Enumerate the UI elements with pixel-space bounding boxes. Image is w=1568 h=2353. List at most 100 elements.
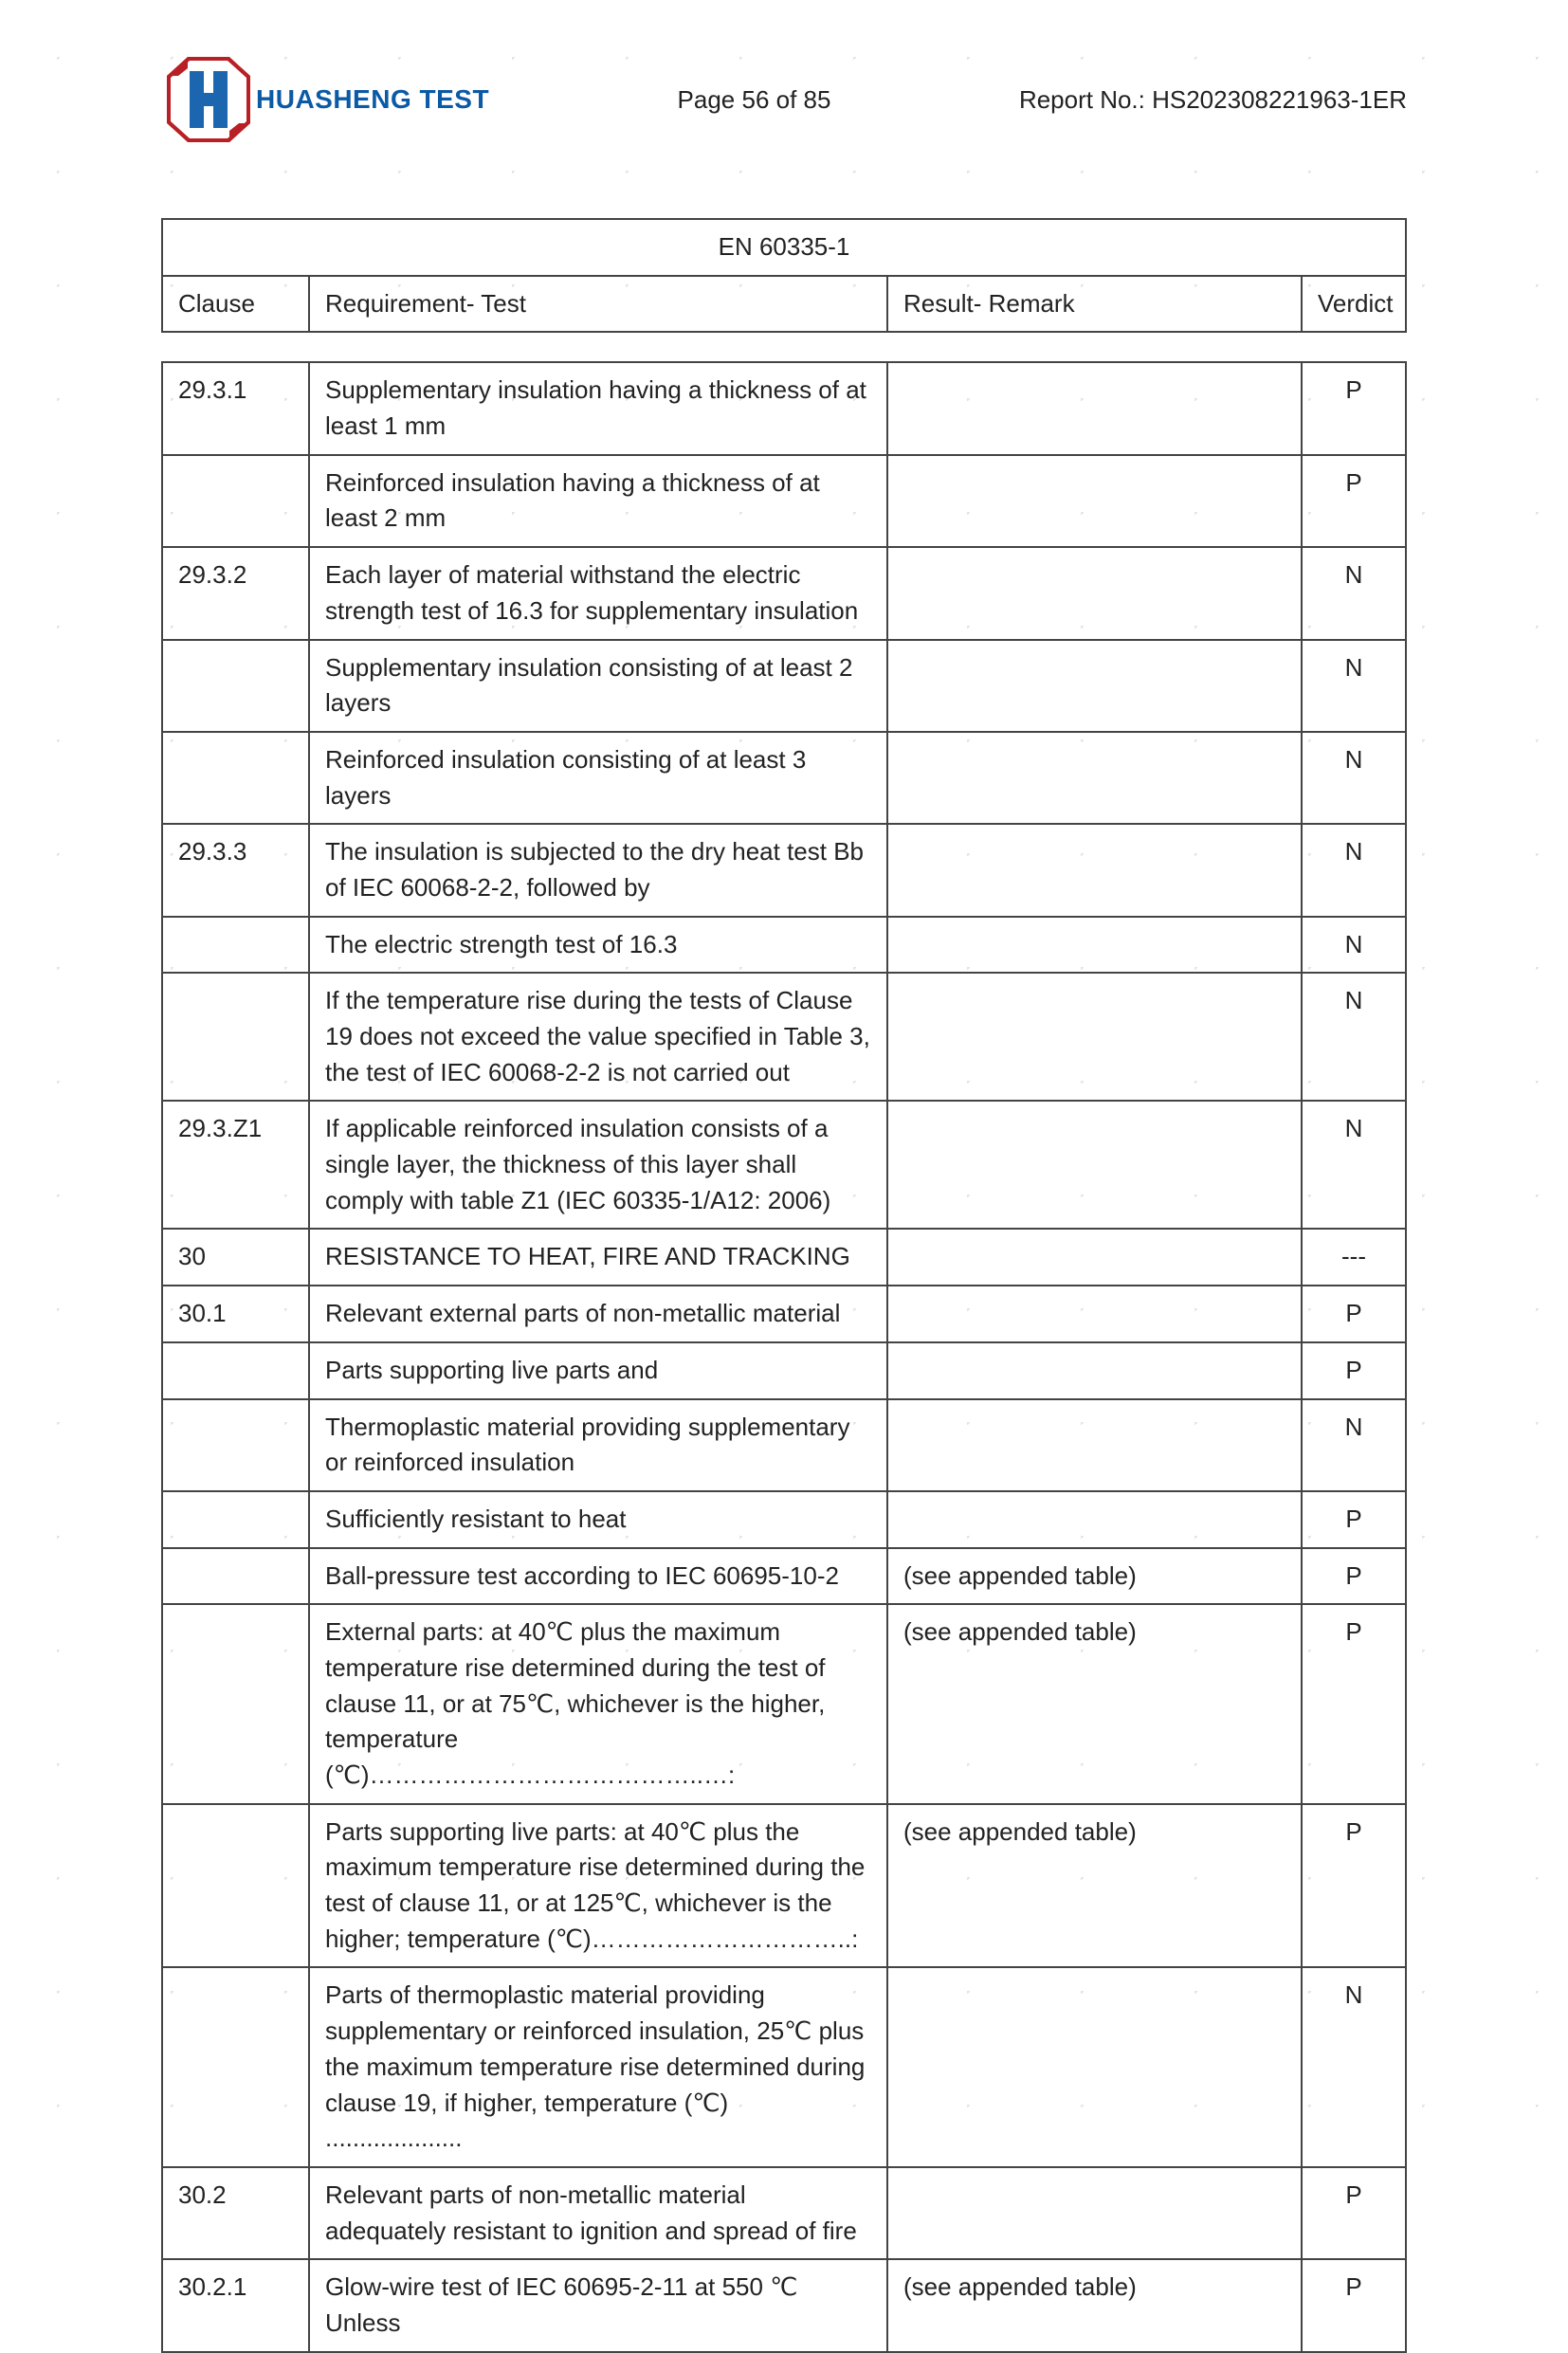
clause-cell: 30.2.1 bbox=[162, 2259, 309, 2351]
result-cell bbox=[887, 455, 1302, 547]
table-row: 29.3.3The insulation is subjected to the… bbox=[162, 824, 1406, 916]
requirement-cell: If the temperature rise during the tests… bbox=[309, 973, 887, 1101]
clause-cell: 30.2 bbox=[162, 2167, 309, 2259]
clause-cell bbox=[162, 917, 309, 974]
verdict-cell: N bbox=[1302, 917, 1406, 974]
table-row: Sufficiently resistant to heat P bbox=[162, 1491, 1406, 1548]
requirement-cell: Supplementary insulation having a thickn… bbox=[309, 362, 887, 454]
verdict-cell: P bbox=[1302, 1286, 1406, 1342]
requirement-cell: Parts supporting live parts and bbox=[309, 1342, 887, 1399]
table-row: EN 60335-1 bbox=[162, 219, 1406, 276]
page-header: HUASHENG TEST Page 56 of 85 Report No.: … bbox=[161, 57, 1407, 142]
requirement-cell: Each layer of material withstand the ele… bbox=[309, 547, 887, 639]
table-row: 30.1Relevant external parts of non-metal… bbox=[162, 1286, 1406, 1342]
col-header-clause: Clause bbox=[162, 276, 309, 333]
page-number: Page 56 of 85 bbox=[678, 85, 831, 115]
result-cell bbox=[887, 973, 1302, 1101]
result-cell bbox=[887, 1491, 1302, 1548]
logo-area: HUASHENG TEST bbox=[161, 57, 489, 142]
table-row: 30.2Relevant parts of non-metallic mater… bbox=[162, 2167, 1406, 2259]
requirement-cell: RESISTANCE TO HEAT, FIRE AND TRACKING bbox=[309, 1229, 887, 1286]
verdict-cell: P bbox=[1302, 2167, 1406, 2259]
verdict-cell: P bbox=[1302, 362, 1406, 454]
table-row: External parts: at 40℃ plus the maximum … bbox=[162, 1604, 1406, 1803]
table-row: Reinforced insulation having a thickness… bbox=[162, 455, 1406, 547]
clause-cell bbox=[162, 455, 309, 547]
table-row: 29.3.Z1If applicable reinforced insulati… bbox=[162, 1101, 1406, 1229]
verdict-cell: --- bbox=[1302, 1229, 1406, 1286]
result-cell bbox=[887, 547, 1302, 639]
requirement-cell: Reinforced insulation having a thickness… bbox=[309, 455, 887, 547]
table-row: Parts of thermoplastic material providin… bbox=[162, 1967, 1406, 2166]
table-row: Ball-pressure test according to IEC 6069… bbox=[162, 1548, 1406, 1605]
result-cell: (see appended table) bbox=[887, 1548, 1302, 1605]
requirement-cell: Sufficiently resistant to heat bbox=[309, 1491, 887, 1548]
result-cell: (see appended table) bbox=[887, 1804, 1302, 1968]
verdict-cell: P bbox=[1302, 1804, 1406, 1968]
requirement-cell: The electric strength test of 16.3 bbox=[309, 917, 887, 974]
requirement-cell: External parts: at 40℃ plus the maximum … bbox=[309, 1604, 887, 1803]
table-row: Supplementary insulation consisting of a… bbox=[162, 640, 1406, 732]
standard-header-table: EN 60335-1 Clause Requirement- Test Resu… bbox=[161, 218, 1407, 333]
requirement-cell: Reinforced insulation consisting of at l… bbox=[309, 732, 887, 824]
verdict-cell: N bbox=[1302, 1399, 1406, 1491]
clause-cell: 29.3.1 bbox=[162, 362, 309, 454]
table-row: Parts supporting live parts: at 40℃ plus… bbox=[162, 1804, 1406, 1968]
result-cell bbox=[887, 362, 1302, 454]
verdict-cell: P bbox=[1302, 1342, 1406, 1399]
table-row: Reinforced insulation consisting of at l… bbox=[162, 732, 1406, 824]
table-row: Parts supporting live parts and P bbox=[162, 1342, 1406, 1399]
requirement-cell: Parts of thermoplastic material providin… bbox=[309, 1967, 887, 2166]
verdict-cell: N bbox=[1302, 547, 1406, 639]
result-cell: (see appended table) bbox=[887, 1604, 1302, 1803]
requirement-cell: Glow-wire test of IEC 60695-2-11 at 550 … bbox=[309, 2259, 887, 2351]
report-page: HUASHENG TEST Page 56 of 85 Report No.: … bbox=[0, 0, 1568, 2217]
table-row: 29.3.2Each layer of material withstand t… bbox=[162, 547, 1406, 639]
requirement-cell: The insulation is subjected to the dry h… bbox=[309, 824, 887, 916]
report-number: Report No.: HS202308221963-1ER bbox=[1019, 85, 1407, 115]
verdict-cell: P bbox=[1302, 1548, 1406, 1605]
table-row: 30.2.1Glow-wire test of IEC 60695-2-11 a… bbox=[162, 2259, 1406, 2351]
table-row: The electric strength test of 16.3 N bbox=[162, 917, 1406, 974]
clause-cell: 30.1 bbox=[162, 1286, 309, 1342]
requirement-cell: Parts supporting live parts: at 40℃ plus… bbox=[309, 1804, 887, 1968]
verdict-cell: N bbox=[1302, 973, 1406, 1101]
clause-cell: 29.3.3 bbox=[162, 824, 309, 916]
col-header-requirement: Requirement- Test bbox=[309, 276, 887, 333]
result-cell bbox=[887, 1967, 1302, 2166]
table-row: Thermoplastic material providing supplem… bbox=[162, 1399, 1406, 1491]
clause-cell bbox=[162, 1804, 309, 1968]
result-cell bbox=[887, 1399, 1302, 1491]
verdict-cell: N bbox=[1302, 1101, 1406, 1229]
result-cell bbox=[887, 2167, 1302, 2259]
table-row: If the temperature rise during the tests… bbox=[162, 973, 1406, 1101]
result-cell bbox=[887, 917, 1302, 974]
clause-cell bbox=[162, 1399, 309, 1491]
verdict-cell: N bbox=[1302, 732, 1406, 824]
result-cell bbox=[887, 824, 1302, 916]
result-cell bbox=[887, 640, 1302, 732]
clause-cell bbox=[162, 732, 309, 824]
requirement-cell: Thermoplastic material providing supplem… bbox=[309, 1399, 887, 1491]
verdict-cell: N bbox=[1302, 824, 1406, 916]
result-cell bbox=[887, 732, 1302, 824]
clause-cell bbox=[162, 640, 309, 732]
col-header-result: Result- Remark bbox=[887, 276, 1302, 333]
result-cell bbox=[887, 1229, 1302, 1286]
verdict-cell: P bbox=[1302, 455, 1406, 547]
verdict-cell: P bbox=[1302, 1491, 1406, 1548]
clause-cell bbox=[162, 973, 309, 1101]
table-row: 30RESISTANCE TO HEAT, FIRE AND TRACKING-… bbox=[162, 1229, 1406, 1286]
verdict-cell: N bbox=[1302, 640, 1406, 732]
result-cell bbox=[887, 1286, 1302, 1342]
standard-title: EN 60335-1 bbox=[162, 219, 1406, 276]
requirement-cell: Relevant parts of non-metallic material … bbox=[309, 2167, 887, 2259]
requirement-cell: Ball-pressure test according to IEC 6069… bbox=[309, 1548, 887, 1605]
brand-name: HUASHENG TEST bbox=[256, 84, 489, 115]
clause-cell: 29.3.Z1 bbox=[162, 1101, 309, 1229]
verdict-cell: P bbox=[1302, 1604, 1406, 1803]
requirement-cell: Supplementary insulation consisting of a… bbox=[309, 640, 887, 732]
clause-cell bbox=[162, 1342, 309, 1399]
col-header-verdict: Verdict bbox=[1302, 276, 1406, 333]
requirement-cell: If applicable reinforced insulation cons… bbox=[309, 1101, 887, 1229]
